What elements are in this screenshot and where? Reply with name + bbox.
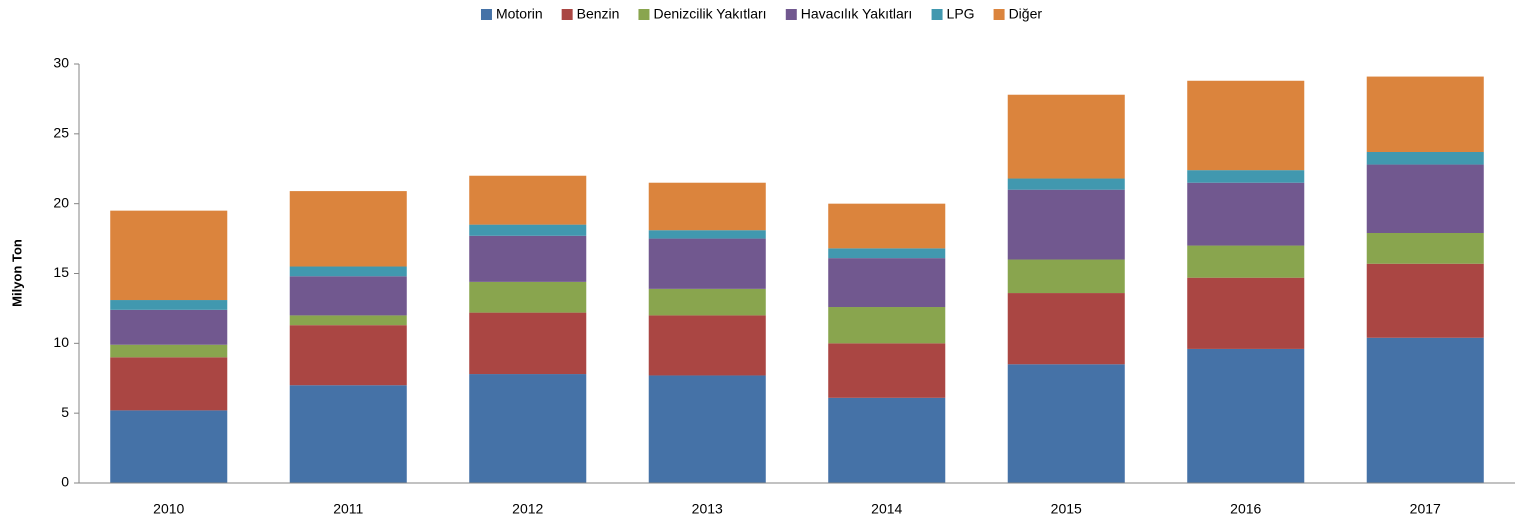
legend-label: Benzin xyxy=(577,6,620,22)
bar-segment xyxy=(1366,263,1484,338)
legend-label: Havacılık Yakıtları xyxy=(801,6,913,22)
bar-segment xyxy=(110,210,228,301)
y-tick-label: 10 xyxy=(53,334,69,350)
bar-segment xyxy=(110,309,228,345)
x-tick-label: 2017 xyxy=(1410,501,1441,517)
x-tick-label: 2010 xyxy=(153,501,184,517)
y-tick-label: 5 xyxy=(61,404,69,420)
bar-segment xyxy=(469,235,587,282)
bar-segment xyxy=(1187,245,1305,278)
legend-swatch xyxy=(931,9,943,20)
y-tick-label: 20 xyxy=(53,194,69,210)
bar-segment xyxy=(1007,94,1125,179)
bar-segment xyxy=(469,224,587,236)
legend-label: Motorin xyxy=(496,6,543,22)
bar-segment xyxy=(110,300,228,310)
bar-segment xyxy=(110,410,228,483)
x-tick-label: 2013 xyxy=(692,501,723,517)
bar-segment xyxy=(648,288,766,316)
bar-segment xyxy=(289,385,407,483)
bar-segment xyxy=(648,315,766,376)
bar-segment xyxy=(1007,293,1125,365)
legend-swatch xyxy=(480,9,492,20)
bar-segment xyxy=(1187,182,1305,246)
bar-segment xyxy=(289,325,407,386)
bar-segment xyxy=(1366,164,1484,233)
bar-segment xyxy=(1187,348,1305,483)
y-tick-label: 25 xyxy=(53,125,69,141)
bar-segment xyxy=(1366,151,1484,165)
bar-segment xyxy=(1187,277,1305,349)
y-tick-label: 0 xyxy=(61,474,69,490)
y-axis-label: Milyon Ton xyxy=(9,239,24,307)
bar-segment xyxy=(289,266,407,277)
bar-segment xyxy=(1187,80,1305,171)
bar-segment xyxy=(1366,337,1484,483)
x-tick-label: 2014 xyxy=(871,501,902,517)
bar-segment xyxy=(289,191,407,267)
legend-swatch xyxy=(561,9,573,20)
legend-label: Denizcilik Yakıtları xyxy=(653,6,766,22)
legend-swatch xyxy=(785,9,797,20)
bar-segment xyxy=(828,258,946,308)
bar-segment xyxy=(828,307,946,344)
bar-segment xyxy=(1007,259,1125,294)
bar-segment xyxy=(1187,170,1305,183)
bar-segment xyxy=(469,312,587,375)
bar-segment xyxy=(469,175,587,225)
bar-segment xyxy=(110,344,228,358)
y-tick-label: 30 xyxy=(53,55,69,71)
bar-segment xyxy=(1007,178,1125,190)
bar-segment xyxy=(469,374,587,483)
bar-segment xyxy=(648,238,766,289)
bar-segment xyxy=(828,203,946,249)
x-tick-label: 2011 xyxy=(333,501,363,517)
x-tick-label: 2015 xyxy=(1051,501,1082,517)
bar-segment xyxy=(110,357,228,411)
bar-segment xyxy=(648,230,766,239)
bar-segment xyxy=(648,375,766,483)
legend-label: Diğer xyxy=(1009,6,1043,22)
bar-segment xyxy=(289,315,407,326)
bar-segment xyxy=(828,343,946,398)
legend-swatch xyxy=(638,9,650,20)
x-tick-label: 2016 xyxy=(1230,501,1261,517)
y-tick-label: 15 xyxy=(53,264,69,280)
bar-segment xyxy=(1007,189,1125,260)
bar-segment xyxy=(828,397,946,483)
bar-segment xyxy=(1007,364,1125,483)
bar-segment xyxy=(469,281,587,313)
legend-label: LPG xyxy=(947,6,975,22)
bar-segment xyxy=(648,182,766,231)
x-tick-label: 2012 xyxy=(512,501,543,517)
legend-swatch xyxy=(993,9,1005,20)
bar-segment xyxy=(289,276,407,316)
bar-segment xyxy=(828,248,946,259)
bar-segment xyxy=(1366,232,1484,264)
bar-segment xyxy=(1366,76,1484,152)
